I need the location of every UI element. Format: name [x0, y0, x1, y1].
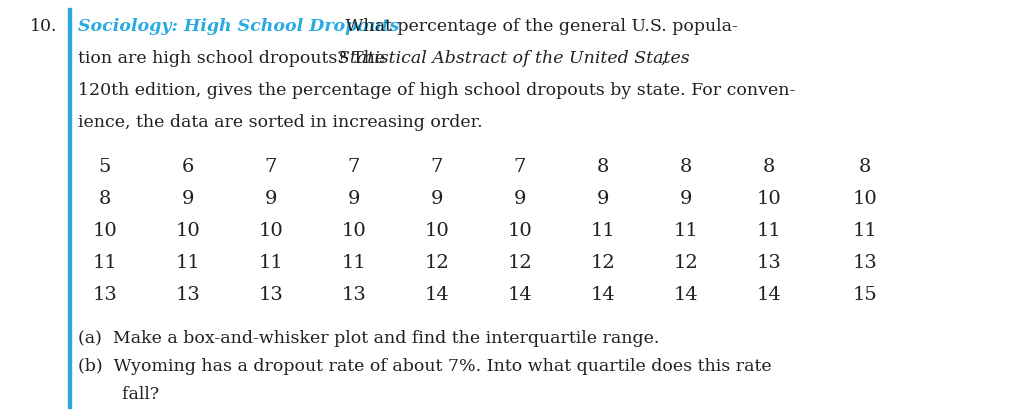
Text: 13: 13 — [259, 286, 283, 304]
Text: 7: 7 — [431, 158, 443, 176]
Text: 7: 7 — [265, 158, 277, 176]
Text: 9: 9 — [596, 190, 610, 208]
Text: What percentage of the general U.S. popula-: What percentage of the general U.S. popu… — [340, 18, 738, 35]
Text: 9: 9 — [182, 190, 194, 208]
Text: 14: 14 — [590, 286, 616, 304]
Text: 6: 6 — [182, 158, 194, 176]
Text: 12: 12 — [590, 254, 616, 272]
Text: 9: 9 — [265, 190, 277, 208]
Text: 10: 10 — [93, 222, 117, 240]
Text: 11: 11 — [342, 254, 366, 272]
Text: tion are high school dropouts? The: tion are high school dropouts? The — [78, 50, 390, 67]
Text: 9: 9 — [514, 190, 527, 208]
Text: (b)  Wyoming has a dropout rate of about 7%. Into what quartile does this rate: (b) Wyoming has a dropout rate of about … — [78, 358, 771, 375]
Text: 9: 9 — [431, 190, 443, 208]
Text: 8: 8 — [99, 190, 111, 208]
Text: 11: 11 — [93, 254, 117, 272]
Text: 13: 13 — [93, 286, 117, 304]
Text: 10: 10 — [342, 222, 366, 240]
Text: 13: 13 — [176, 286, 200, 304]
Text: 10: 10 — [176, 222, 200, 240]
Text: (a)  Make a box-and-whisker plot and find the interquartile range.: (a) Make a box-and-whisker plot and find… — [78, 330, 659, 347]
Text: 7: 7 — [514, 158, 526, 176]
Text: 11: 11 — [176, 254, 200, 272]
Text: 8: 8 — [596, 158, 610, 176]
Text: 10: 10 — [259, 222, 283, 240]
Text: fall?: fall? — [78, 386, 159, 403]
Text: 14: 14 — [425, 286, 449, 304]
Text: ience, the data are sorted in increasing order.: ience, the data are sorted in increasing… — [78, 114, 482, 131]
Text: 9: 9 — [679, 190, 693, 208]
Text: 11: 11 — [673, 222, 699, 240]
Text: 10: 10 — [425, 222, 449, 240]
Text: 11: 11 — [259, 254, 283, 272]
Text: 9: 9 — [348, 190, 360, 208]
Text: Sociology: High School Dropouts: Sociology: High School Dropouts — [78, 18, 399, 35]
Text: 8: 8 — [679, 158, 693, 176]
Text: 13: 13 — [852, 254, 878, 272]
Text: 120th edition, gives the percentage of high school dropouts by state. For conven: 120th edition, gives the percentage of h… — [78, 82, 796, 99]
Text: 14: 14 — [673, 286, 699, 304]
Text: 11: 11 — [756, 222, 782, 240]
Text: 11: 11 — [852, 222, 878, 240]
Text: ,: , — [660, 50, 665, 67]
Text: 10: 10 — [508, 222, 533, 240]
Text: 14: 14 — [508, 286, 533, 304]
Text: 15: 15 — [852, 286, 878, 304]
Text: Statistical Abstract of the United States: Statistical Abstract of the United State… — [338, 50, 690, 67]
Text: 12: 12 — [508, 254, 533, 272]
Text: 10.: 10. — [30, 18, 58, 35]
Text: 12: 12 — [673, 254, 699, 272]
Text: 11: 11 — [590, 222, 616, 240]
Text: 10: 10 — [852, 190, 878, 208]
Text: 13: 13 — [342, 286, 366, 304]
Text: 13: 13 — [756, 254, 782, 272]
Text: 10: 10 — [756, 190, 782, 208]
Text: 7: 7 — [348, 158, 360, 176]
Text: 8: 8 — [858, 158, 871, 176]
Text: 8: 8 — [763, 158, 775, 176]
Text: 12: 12 — [425, 254, 449, 272]
Text: 5: 5 — [99, 158, 111, 176]
Text: 14: 14 — [756, 286, 782, 304]
